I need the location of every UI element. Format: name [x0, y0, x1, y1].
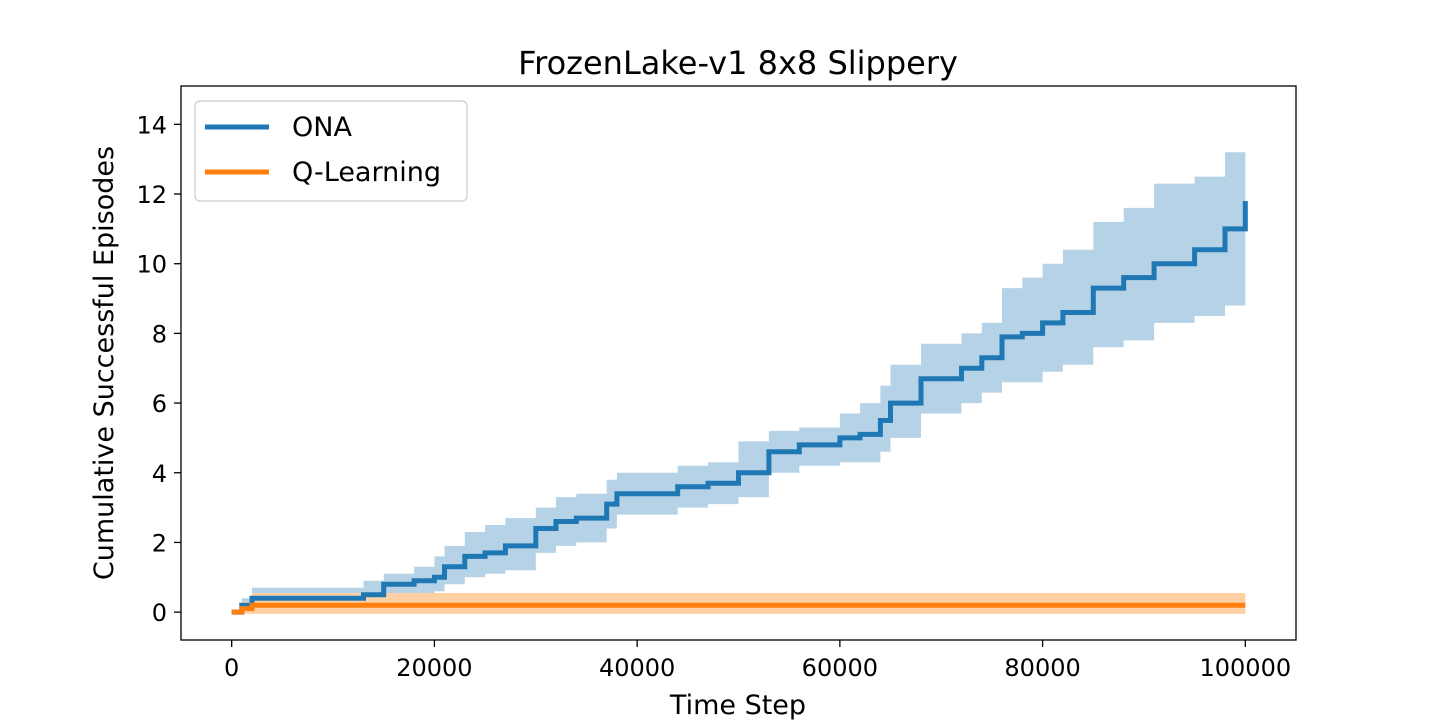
legend: ONA Q-Learning — [194, 100, 468, 202]
series-line-ona — [231, 201, 1248, 615]
series-lines — [231, 201, 1248, 615]
x-tick-label: 100000 — [1200, 654, 1292, 682]
band-ona — [231, 113, 1246, 613]
x-axis-label: Time Step — [669, 690, 806, 720]
plot-frame — [180, 85, 1297, 641]
y-axis-ticks: 0 2 4 6 8 10 12 14 — [136, 111, 181, 627]
x-tick-label: 80000 — [1004, 654, 1080, 682]
y-tick-label: 12 — [136, 181, 167, 209]
y-tick-label: 10 — [136, 251, 167, 279]
y-tick-label: 8 — [152, 320, 167, 348]
y-axis-label: Cumulative Successful Episodes — [89, 146, 120, 580]
chart-title: FrozenLake-v1 8x8 Slippery — [518, 44, 958, 82]
y-tick-label: 4 — [152, 460, 167, 488]
x-tick-label: 60000 — [802, 654, 878, 682]
legend-label-ona: ONA — [292, 112, 352, 143]
x-tick-label: 20000 — [396, 654, 472, 682]
y-tick-label: 14 — [136, 111, 167, 139]
legend-label-q-learning: Q-Learning — [292, 157, 441, 188]
y-tick-label: 0 — [152, 599, 167, 627]
y-tick-label: 6 — [152, 390, 167, 418]
x-tick-label: 40000 — [599, 654, 675, 682]
series-line-q-learning — [231, 602, 1246, 615]
x-axis-ticks: 0 20000 40000 60000 80000 100000 — [224, 640, 1291, 682]
y-tick-label: 2 — [152, 529, 167, 557]
x-tick-label: 0 — [224, 654, 239, 682]
